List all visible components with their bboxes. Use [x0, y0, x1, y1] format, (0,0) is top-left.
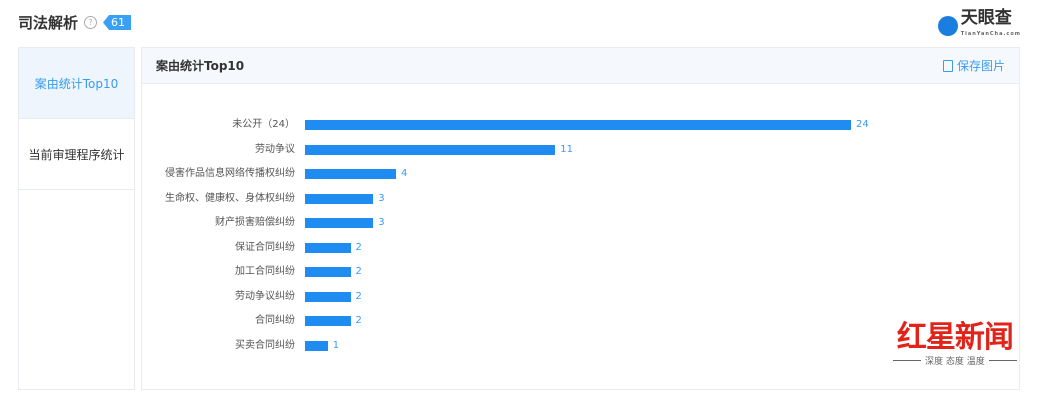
question-circle-icon[interactable]: ? [84, 16, 98, 29]
bar[interactable] [305, 120, 851, 130]
bar[interactable] [305, 169, 396, 179]
category-label: 未公开（24） [232, 119, 295, 130]
panel-title: 案由统计Top10 [156, 59, 245, 73]
category-label: 劳动争议纠纷 [235, 290, 295, 302]
data-label: 3 [378, 217, 385, 228]
bar[interactable] [305, 242, 351, 253]
section-title-text: 司法解析 [18, 14, 79, 32]
bar[interactable] [305, 218, 374, 228]
category-label: 劳动争议 [255, 143, 295, 155]
category-label: 保证合同纠纷 [235, 241, 295, 253]
panel-header: 案由统计Top10 保存图片 [142, 48, 1019, 84]
data-label: 1 [332, 339, 340, 351]
data-label: 4 [401, 168, 408, 179]
bar[interactable] [305, 316, 351, 326]
count-badge: 61 [103, 15, 132, 30]
category-label: 财产损害赔偿纠纷 [215, 217, 295, 228]
watermark-sub: 深度 态度 温度 [893, 354, 1017, 367]
bar[interactable] [305, 193, 374, 204]
data-label: 2 [355, 241, 362, 253]
side-nav: 案由统计Top10 当前审理程序统计 [18, 47, 135, 390]
bar[interactable] [305, 267, 351, 277]
data-label: 24 [856, 119, 869, 130]
watermark-main: 红星新闻 [896, 320, 1014, 355]
data-label: 2 [355, 290, 362, 302]
nav-item-case-top10[interactable]: 案由统计Top10 [19, 48, 134, 119]
brand-logo: 天眼查 TianYanCha.com [937, 8, 1021, 42]
category-label: 合同纠纷 [255, 315, 295, 326]
section-title: 司法解析 ? 61 [18, 12, 132, 33]
bar[interactable] [305, 340, 328, 351]
bar[interactable] [305, 291, 351, 302]
save-image-button[interactable]: 保存图片 [942, 57, 1005, 74]
brand-logo-icon [937, 16, 958, 36]
download-image-icon [942, 59, 953, 72]
data-label: 11 [560, 143, 573, 155]
data-label: 2 [355, 315, 362, 326]
data-label: 3 [378, 192, 385, 204]
save-image-label: 保存图片 [956, 59, 1005, 73]
category-label: 加工合同纠纷 [235, 266, 295, 277]
data-label: 2 [355, 266, 362, 277]
bar[interactable] [305, 144, 556, 155]
category-label: 买卖合同纠纷 [235, 339, 295, 351]
brand-name: 天眼查 TianYanCha.com [960, 8, 1021, 38]
category-label: 侵害作品信息网络传播权纠纷 [165, 168, 295, 179]
watermark-logo: 红星新闻 深度 态度 温度 [893, 320, 1017, 368]
chart-panel: 案由统计Top10 保存图片 [141, 47, 1020, 390]
category-label: 生命权、健康权、身体权纠纷 [165, 192, 295, 204]
nav-item-trial-procedure[interactable]: 当前审理程序统计 [19, 119, 134, 190]
